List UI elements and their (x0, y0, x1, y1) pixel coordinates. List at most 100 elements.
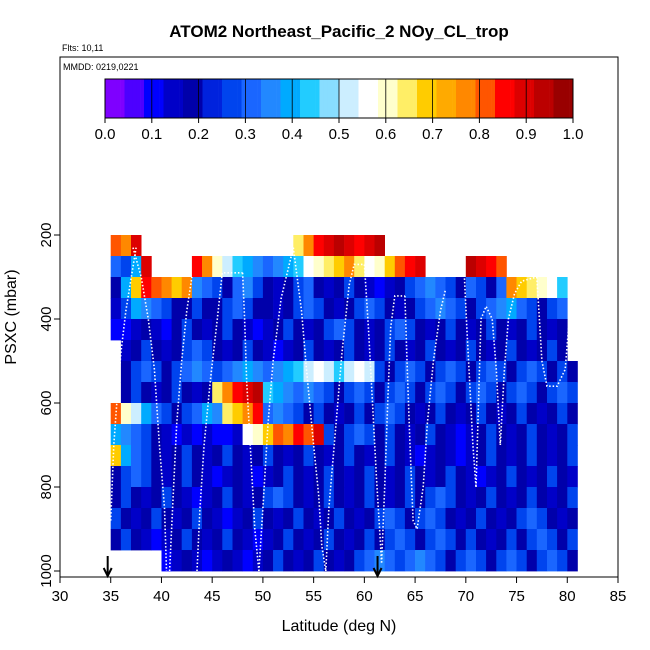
colorbar-segment (253, 79, 258, 118)
colorbar-segment (335, 79, 340, 118)
heat-cell (364, 277, 375, 299)
heat-cell (232, 403, 243, 425)
colorbar-tick-label: 0.2 (188, 126, 209, 143)
heat-cell (252, 487, 264, 509)
y-tick-label: 600 (38, 390, 55, 415)
heat-cell (435, 529, 446, 551)
colorbar-segment (323, 79, 328, 118)
heat-cell (354, 298, 365, 320)
colorbar-segment (401, 79, 406, 118)
heat-cell (323, 277, 335, 299)
heat-cell (252, 466, 264, 488)
heat-cell (161, 445, 172, 467)
heat-cell (516, 487, 527, 509)
colorbar-segment (424, 79, 429, 118)
heat-cell (344, 298, 355, 320)
colorbar-segment (518, 79, 523, 118)
heat-cell (496, 508, 507, 530)
colorbar-segment (171, 79, 176, 118)
heat-cell (506, 466, 517, 488)
colorbar-segment (272, 79, 277, 118)
colorbar-segment (194, 79, 199, 118)
heat-cell (273, 319, 284, 341)
colorbar-segment (198, 79, 203, 118)
heat-cell (303, 445, 314, 467)
heat-cell (465, 529, 477, 551)
heat-cell (354, 319, 365, 341)
heat-cell (404, 361, 416, 383)
heat-cell (516, 445, 527, 467)
colorbar-segment (417, 79, 422, 118)
heat-cell (435, 466, 446, 488)
heat-cell (171, 403, 183, 425)
heat-cell (354, 466, 365, 488)
colorbar-segment (206, 79, 211, 118)
heat-cell (313, 382, 325, 404)
heat-cell (455, 382, 467, 404)
colorbar-segment (428, 79, 433, 118)
heat-cell (547, 550, 558, 572)
heat-cell (394, 550, 406, 572)
heat-cell (384, 508, 396, 530)
heat-cell (394, 529, 406, 551)
heat-cell (303, 424, 314, 446)
heat-cell (354, 550, 365, 572)
heat-cell (526, 340, 538, 362)
heat-cell (506, 445, 517, 467)
heat-cell (110, 277, 122, 299)
heat-cell (212, 529, 223, 551)
x-tick-label: 60 (356, 588, 373, 605)
heat-cell (415, 340, 426, 362)
heat-cell (526, 424, 538, 446)
heat-cell (496, 277, 507, 299)
heat-cell (181, 508, 193, 530)
heat-cell (557, 340, 568, 362)
colorbar-segment (112, 79, 117, 118)
heat-cell (404, 424, 416, 446)
heat-cell (283, 529, 294, 551)
colorbar-segment (510, 79, 515, 118)
heat-cell (171, 424, 183, 446)
colorbar-segment (276, 79, 281, 118)
heat-cell (303, 298, 314, 320)
heat-cell (364, 550, 375, 572)
heat-cell (333, 529, 345, 551)
heat-cell (486, 361, 497, 383)
heat-cell (181, 529, 193, 551)
heat-cell (557, 382, 568, 404)
heat-cell (496, 445, 507, 467)
colorbar-segment (120, 79, 125, 118)
heat-cell (191, 487, 203, 509)
colorbar-segment (487, 79, 492, 118)
colorbar-segment (327, 79, 332, 118)
heat-cell (506, 340, 517, 362)
heat-cell (252, 319, 264, 341)
heat-cell (506, 487, 517, 509)
heat-cell (120, 508, 132, 530)
heat-cell (516, 424, 527, 446)
heat-cell (364, 466, 375, 488)
heat-cell (374, 340, 385, 362)
heat-cell (344, 529, 355, 551)
heat-cell (536, 382, 548, 404)
heat-cell (171, 550, 183, 572)
heat-cell (131, 235, 142, 257)
heat-cell (536, 298, 548, 320)
heat-cell (151, 508, 162, 530)
heat-cell (516, 298, 527, 320)
heat-cell (151, 466, 162, 488)
heat-cell (455, 445, 467, 467)
colorbar-segment (467, 79, 472, 118)
heat-cell (445, 382, 456, 404)
heat-cell (344, 487, 355, 509)
colorbar-ticks: 0.0 0.1 0.2 0.3 0.4 0.5 0.6 0.7 0.8 0.9 1.0 (95, 79, 583, 143)
flights-note: Flts: 10,11 (62, 43, 103, 53)
heat-cell (262, 508, 274, 530)
heat-cell (455, 424, 467, 446)
heat-cell (526, 550, 538, 572)
colorbar-segment (229, 79, 234, 118)
heat-cell (313, 550, 325, 572)
heat-cell (303, 319, 314, 341)
colorbar-segment (147, 79, 153, 118)
heat-cell (435, 508, 446, 530)
